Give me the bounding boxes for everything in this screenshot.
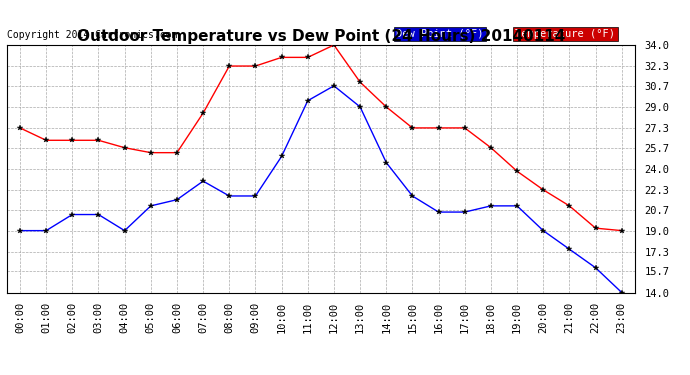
Title: Outdoor Temperature vs Dew Point (24 Hours) 20140114: Outdoor Temperature vs Dew Point (24 Hou… [77,29,565,44]
Text: Dew Point (°F): Dew Point (°F) [396,29,484,39]
Text: Copyright 2014 Cartronics.com: Copyright 2014 Cartronics.com [7,30,177,40]
Text: Temperature (°F): Temperature (°F) [515,29,615,39]
